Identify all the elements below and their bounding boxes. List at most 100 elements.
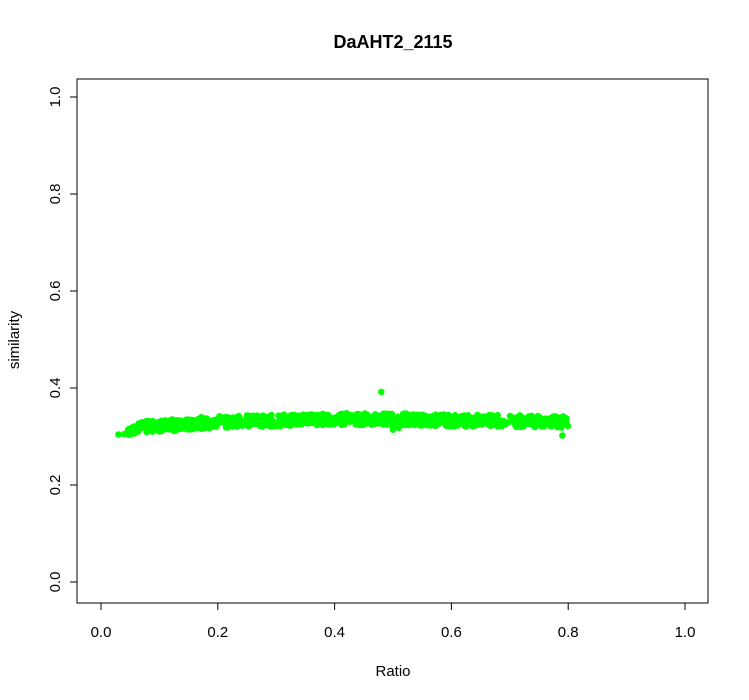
data-point [372,419,380,427]
data-point [223,420,230,427]
y-tick-label: 0.2 [47,475,64,496]
data-point [222,414,230,422]
y-axis-label: similarity [6,310,23,369]
data-point [559,432,566,439]
data-point [149,428,156,435]
data-point [229,416,236,424]
data-point [277,417,285,425]
x-axis: 0.0 0.2 0.4 0.6 0.8 1.0 [91,603,696,641]
data-point [339,411,347,418]
data-point [433,414,440,422]
data-point [321,418,329,426]
data-point [357,417,365,425]
x-tick-label: 1.0 [675,624,696,641]
data-point [489,412,496,419]
data-point [249,415,257,422]
data-point [326,420,334,428]
data-point [210,421,218,428]
data-point [558,424,565,431]
data-point [521,418,529,426]
data-point [285,422,293,429]
data-point [395,424,403,432]
data-point [462,423,469,430]
data-point [518,423,525,430]
data-point [252,420,260,427]
data-point [484,419,491,427]
data-point [555,415,562,423]
data-point [181,425,188,432]
data-point [257,414,265,422]
data-point [435,419,443,427]
data-point [321,411,328,419]
data-point [418,421,425,428]
data-point [368,415,376,422]
data-point [333,418,340,425]
y-tick-label: 0.8 [47,184,64,205]
y-tick-label: 0.4 [47,378,64,399]
data-point [530,420,537,427]
data-point [275,412,282,420]
data-point [467,414,474,421]
data-point [307,418,315,426]
data-point [378,388,385,396]
x-tick-label: 0.6 [441,624,462,641]
data-point [542,418,549,426]
data-point [237,416,244,423]
data-point [292,418,300,425]
data-point [182,416,190,424]
y-tick-label: 0.0 [47,572,64,593]
data-point [562,415,570,422]
data-point [246,422,253,429]
y-tick-label: 0.6 [47,281,64,302]
data-point [411,421,419,429]
data-point [494,418,502,425]
data-point [384,413,392,420]
y-tick-label: 1.0 [47,87,64,108]
data-point [314,417,322,425]
data-point [291,411,298,419]
data-point [200,418,207,426]
data-point [297,418,305,425]
data-point [200,423,207,431]
data-point [399,410,407,418]
data-point [173,417,181,424]
data-point [115,431,122,438]
data-point [260,421,267,428]
data-point [444,412,451,419]
data-point [157,422,165,430]
data-point [271,422,279,430]
x-axis-label: Ratio [375,663,410,680]
data-point [526,414,533,421]
chart-title: DaAHT2_2115 [333,32,452,52]
data-point [282,413,289,421]
plot-frame [76,78,709,604]
data-point [345,413,353,421]
data-point [401,416,409,424]
data-point [244,412,251,420]
data-point [452,420,459,428]
data-point [216,413,223,421]
data-point [132,426,140,434]
data-point [145,417,153,425]
data-point [442,422,450,430]
data-point [474,421,481,429]
data-point [174,423,182,431]
data-point [451,412,459,419]
y-axis: 0.0 0.2 0.4 0.6 0.8 1.0 [47,87,77,593]
data-point [121,430,128,438]
data-point [409,411,417,418]
x-tick-label: 0.2 [207,624,228,641]
data-point [170,427,178,435]
data-point [514,413,521,421]
x-tick-label: 0.8 [558,624,579,641]
data-point [506,412,514,420]
data-point [547,423,555,430]
data-point [534,412,541,420]
data-point [389,426,397,434]
data-point [190,417,197,425]
data-point [150,420,158,427]
data-point [233,423,241,430]
x-tick-label: 0.0 [91,624,112,641]
data-point [422,413,429,420]
